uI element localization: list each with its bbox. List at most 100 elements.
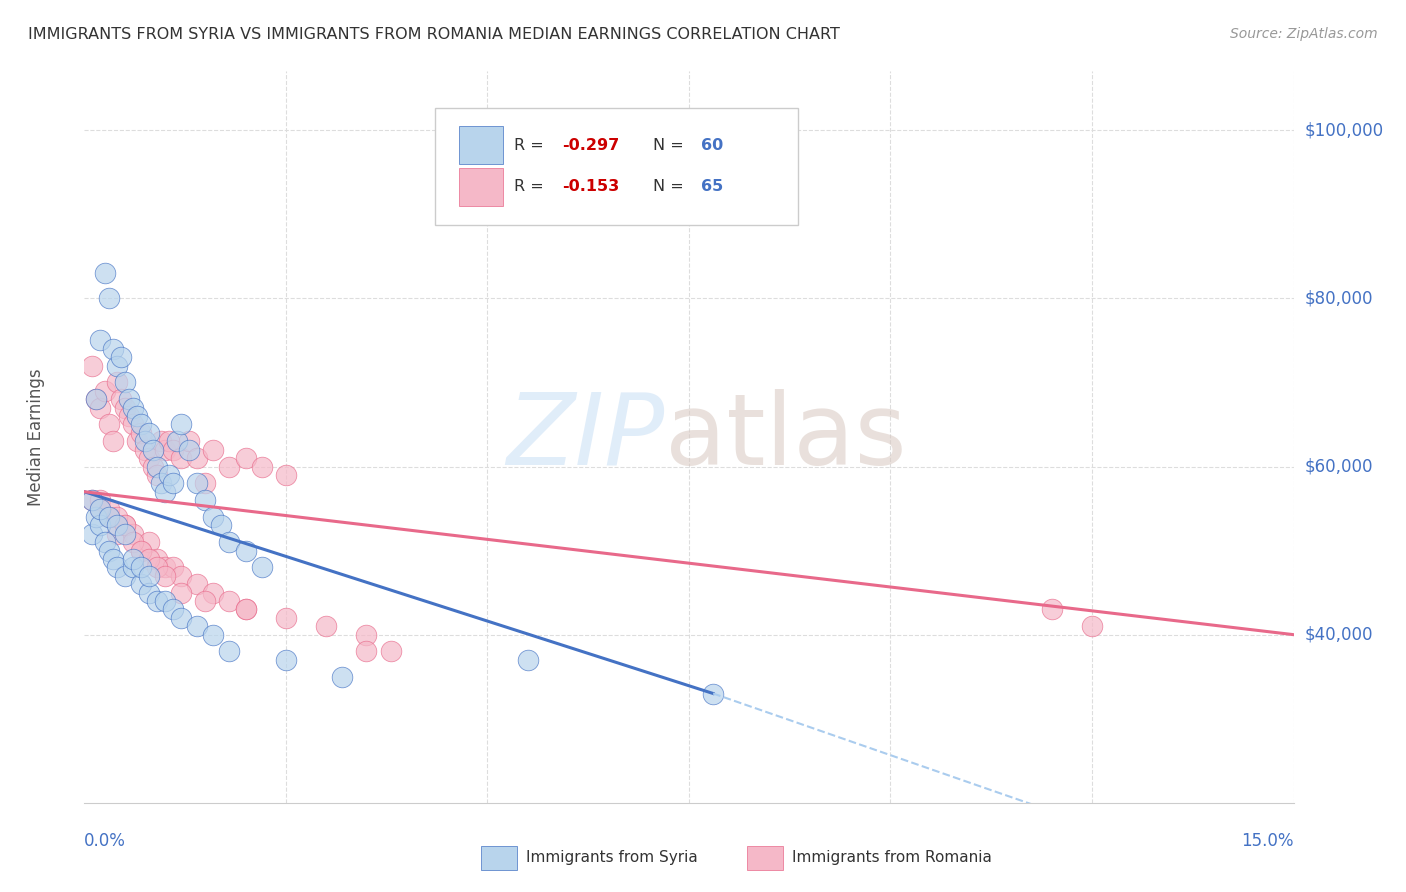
Point: [166, 434, 188, 449]
Point: [121, 560, 143, 574]
Point: [97, 510, 120, 524]
Point: [162, 442, 184, 457]
Point: [89, 501, 111, 516]
Text: 65: 65: [702, 179, 723, 194]
Point: [315, 619, 337, 633]
Point: [202, 442, 225, 457]
Point: [93, 384, 115, 398]
Point: [114, 518, 136, 533]
Point: [202, 627, 225, 641]
Point: [105, 560, 128, 574]
Point: [82, 493, 104, 508]
Point: [121, 552, 143, 566]
Point: [194, 493, 217, 508]
Point: [138, 535, 160, 549]
Text: $40,000: $40,000: [1305, 625, 1374, 644]
Point: [380, 644, 402, 658]
Point: [209, 518, 232, 533]
Text: Immigrants from Romania: Immigrants from Romania: [792, 850, 991, 865]
Text: 15.0%: 15.0%: [1241, 832, 1294, 850]
Point: [89, 334, 111, 348]
Point: [129, 417, 152, 432]
Point: [82, 493, 104, 508]
Point: [235, 602, 257, 616]
Point: [153, 560, 176, 574]
Text: atlas: atlas: [665, 389, 907, 485]
Text: -0.153: -0.153: [562, 179, 619, 194]
Point: [186, 577, 208, 591]
Point: [125, 409, 148, 423]
Point: [235, 451, 257, 466]
Point: [179, 434, 201, 449]
Text: $100,000: $100,000: [1305, 121, 1384, 139]
Point: [146, 459, 169, 474]
Point: [101, 552, 124, 566]
Point: [162, 476, 184, 491]
Point: [114, 518, 136, 533]
Point: [202, 585, 225, 599]
Point: [134, 442, 156, 457]
Point: [86, 392, 108, 407]
Point: [146, 467, 169, 482]
Text: $60,000: $60,000: [1305, 458, 1374, 475]
Point: [194, 594, 217, 608]
Point: [157, 434, 180, 449]
Point: [86, 510, 108, 524]
Point: [97, 543, 120, 558]
Text: -0.297: -0.297: [562, 137, 619, 153]
Text: $80,000: $80,000: [1305, 289, 1374, 308]
Point: [110, 392, 132, 407]
Point: [97, 501, 120, 516]
Point: [1081, 619, 1104, 633]
FancyBboxPatch shape: [481, 847, 517, 870]
Point: [86, 392, 108, 407]
Point: [121, 417, 143, 432]
Point: [97, 291, 120, 305]
Point: [170, 611, 193, 625]
Point: [89, 493, 111, 508]
Point: [218, 535, 240, 549]
Point: [89, 401, 111, 415]
Point: [153, 442, 176, 457]
Point: [202, 510, 225, 524]
Point: [82, 359, 104, 373]
FancyBboxPatch shape: [434, 108, 797, 225]
FancyBboxPatch shape: [460, 126, 503, 164]
Point: [138, 569, 160, 583]
Point: [186, 619, 208, 633]
Point: [149, 476, 172, 491]
Point: [138, 552, 160, 566]
Point: [121, 401, 143, 415]
Point: [162, 560, 184, 574]
Point: [134, 434, 156, 449]
Point: [93, 535, 115, 549]
Text: IMMIGRANTS FROM SYRIA VS IMMIGRANTS FROM ROMANIA MEDIAN EARNINGS CORRELATION CHA: IMMIGRANTS FROM SYRIA VS IMMIGRANTS FROM…: [28, 27, 839, 42]
Point: [105, 376, 128, 390]
Point: [235, 543, 257, 558]
Point: [138, 585, 160, 599]
Point: [142, 442, 165, 457]
Text: Immigrants from Syria: Immigrants from Syria: [526, 850, 697, 865]
Point: [121, 535, 143, 549]
Point: [157, 467, 180, 482]
Text: R =: R =: [513, 179, 548, 194]
Point: [179, 442, 201, 457]
Point: [129, 425, 152, 440]
Point: [105, 526, 128, 541]
Point: [146, 594, 169, 608]
Point: [1040, 602, 1063, 616]
Point: [129, 543, 152, 558]
Point: [93, 266, 115, 280]
Point: [170, 451, 193, 466]
Text: 0.0%: 0.0%: [84, 832, 127, 850]
Text: Source: ZipAtlas.com: Source: ZipAtlas.com: [1230, 27, 1378, 41]
Point: [138, 451, 160, 466]
Point: [274, 467, 297, 482]
Point: [170, 585, 193, 599]
Point: [146, 552, 169, 566]
Point: [129, 577, 152, 591]
Text: N =: N =: [652, 179, 689, 194]
Point: [114, 526, 136, 541]
Point: [138, 425, 160, 440]
Point: [118, 392, 141, 407]
